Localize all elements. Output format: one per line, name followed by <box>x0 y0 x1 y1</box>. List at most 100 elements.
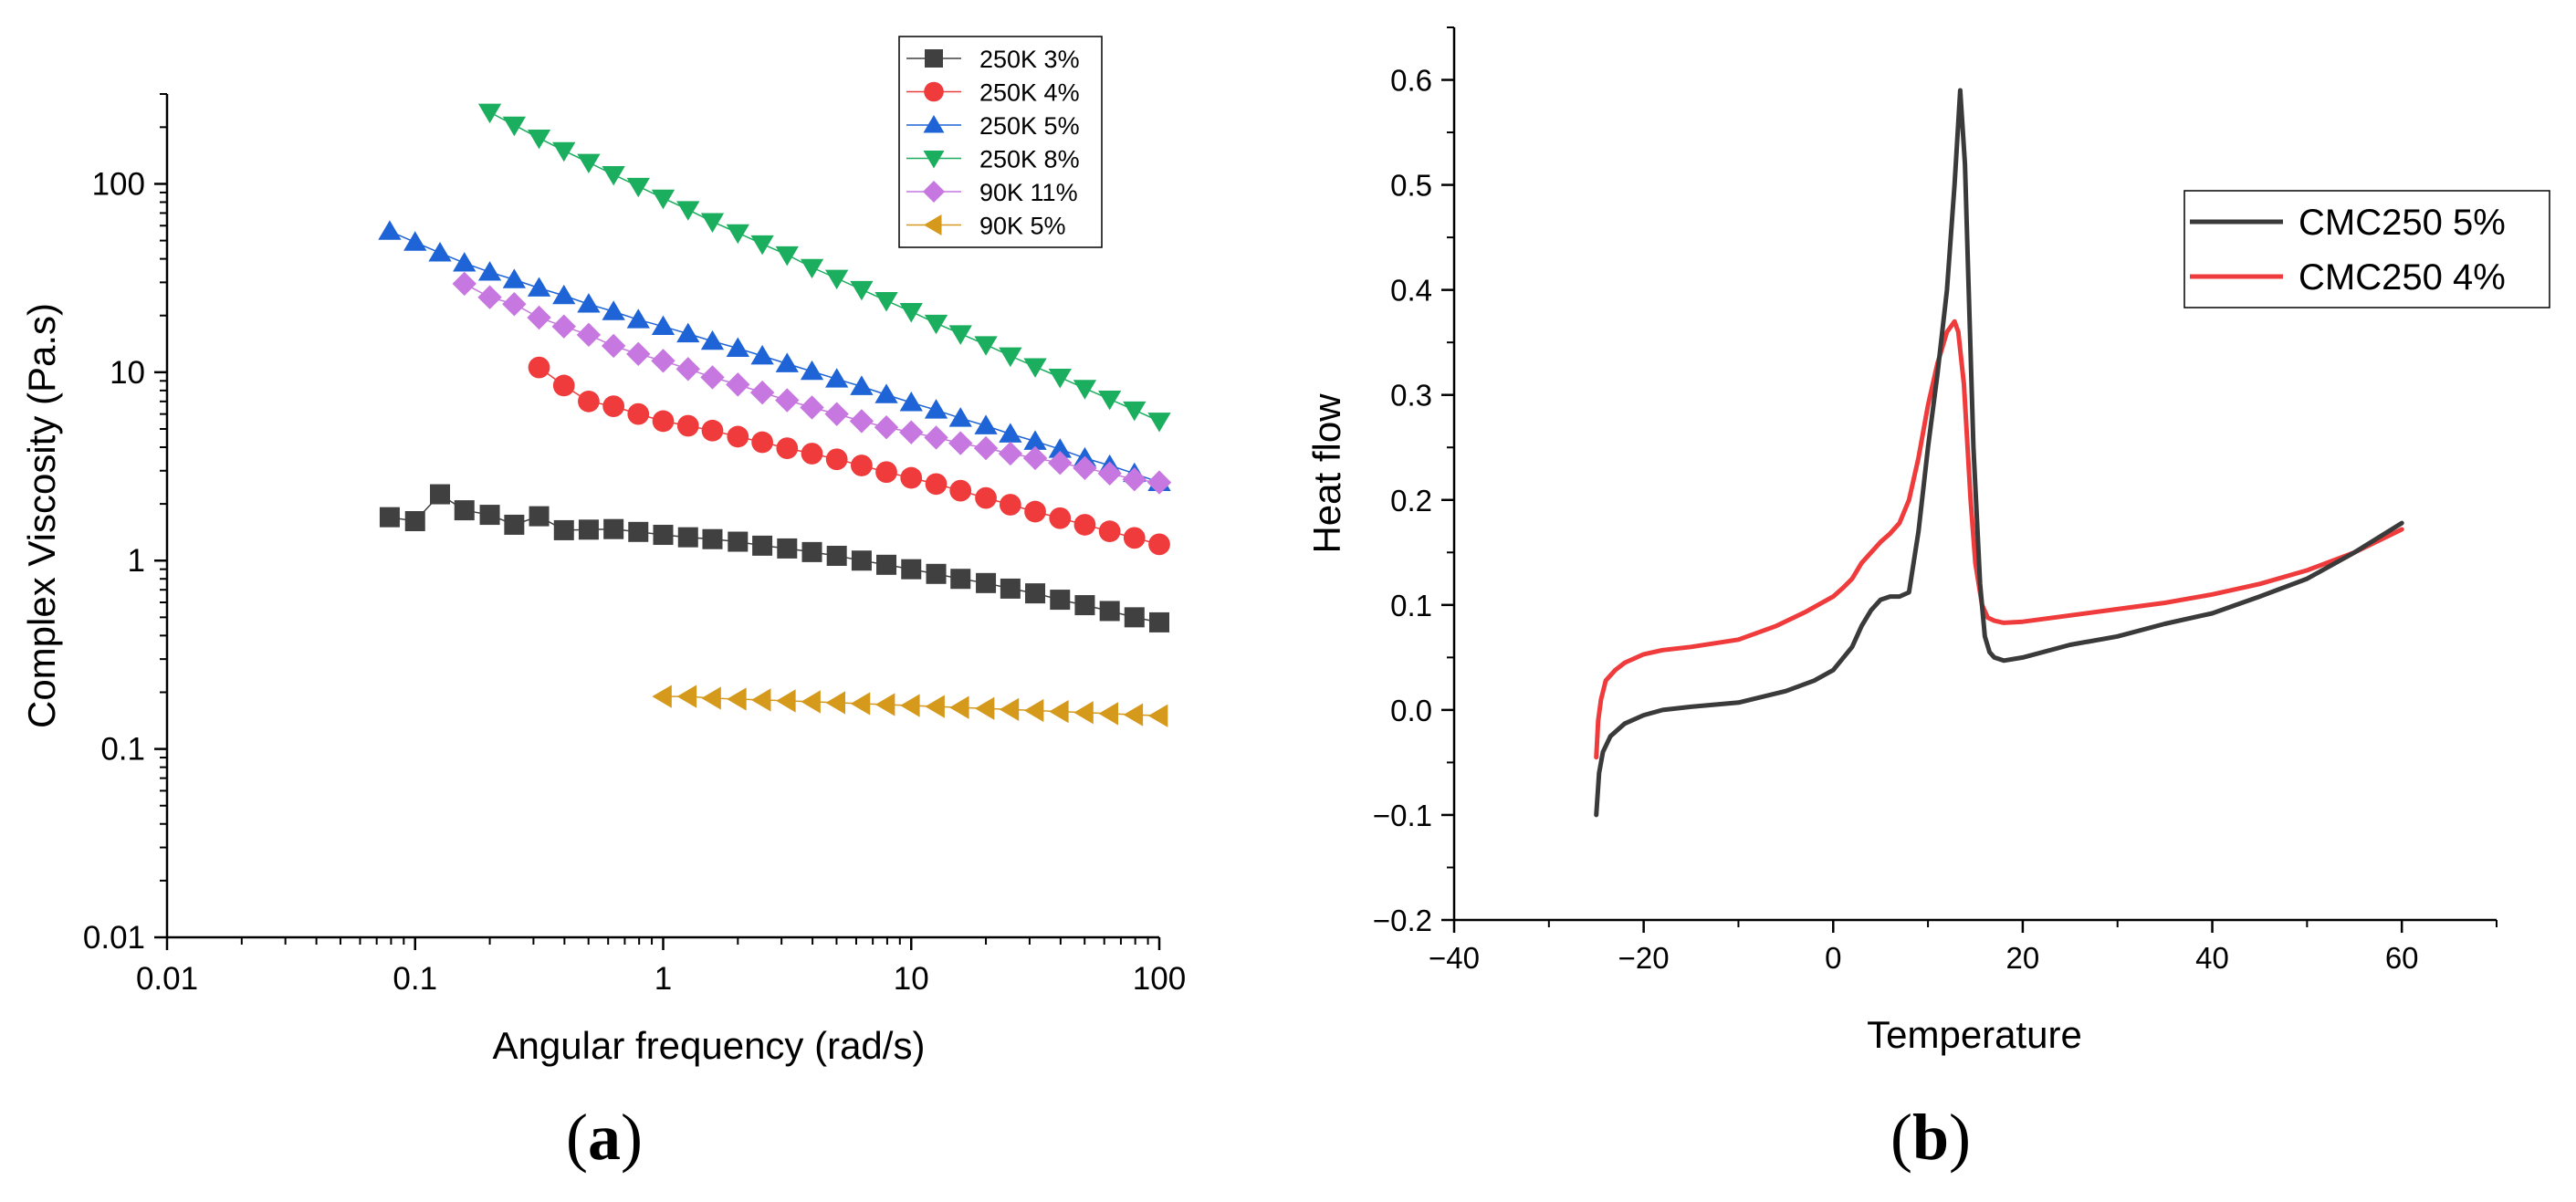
data-point-250k-3 <box>603 518 624 539</box>
data-point-250k-8 <box>676 201 700 221</box>
y-tick-label-100: 100 <box>92 166 145 202</box>
series-250k-4 <box>528 356 1170 556</box>
data-point-250k-3 <box>752 535 773 556</box>
data-point-250k-3 <box>379 507 400 528</box>
data-point-90k-5 <box>727 687 747 711</box>
data-point-90k-5 <box>801 690 821 714</box>
x-tick-label-0-01: 0.01 <box>136 961 198 997</box>
data-point-250k-5 <box>651 315 675 336</box>
data-point-250k-4 <box>528 356 550 379</box>
data-point-90k-11 <box>1022 445 1048 471</box>
data-point-90k-11 <box>452 271 476 297</box>
data-point-90k-11 <box>1147 470 1172 495</box>
series-line-cmc250-5 <box>1594 88 2404 818</box>
data-point-250k-4 <box>602 395 625 417</box>
y-tick-label-0-1: −0.1 <box>1373 799 1432 832</box>
data-point-250k-5 <box>800 360 824 381</box>
data-point-250k-4 <box>999 494 1021 516</box>
legend-b-label-cmc250-4: CMC250 4% <box>2299 257 2506 298</box>
legend-b-box <box>2183 190 2550 308</box>
data-point-250k-3 <box>454 500 475 521</box>
data-point-250k-4 <box>701 419 724 442</box>
y-tick-label-0-01: 0.01 <box>83 920 145 956</box>
data-point-90k-5 <box>776 689 796 713</box>
data-point-250k-3 <box>1000 578 1021 599</box>
data-point-250k-3 <box>553 519 574 540</box>
legend-a-marker-250k-3 <box>925 49 943 68</box>
data-point-250k-5 <box>428 242 452 262</box>
data-point-250k-8 <box>1098 390 1122 411</box>
data-point-250k-4 <box>1123 527 1146 549</box>
data-point-250k-5 <box>899 392 923 412</box>
data-point-250k-4 <box>578 390 600 413</box>
data-point-90k-11 <box>775 388 800 413</box>
data-point-90k-11 <box>948 431 973 455</box>
data-point-90k-5 <box>999 697 1020 722</box>
data-point-90k-11 <box>973 435 999 461</box>
data-point-250k-4 <box>552 374 575 397</box>
data-point-250k-8 <box>527 129 551 150</box>
data-point-90k-11 <box>551 314 576 339</box>
data-point-250k-3 <box>404 510 425 531</box>
y-tick-label-0-1: 0.1 <box>100 732 145 768</box>
data-point-90k-11 <box>651 349 675 373</box>
y-axis-title: Heat flow <box>1305 393 1348 554</box>
data-point-250k-8 <box>825 269 849 290</box>
data-point-250k-8 <box>1048 369 1072 389</box>
data-point-90k-11 <box>477 285 502 309</box>
data-point-250k-5 <box>1048 438 1072 458</box>
data-point-250k-3 <box>677 527 698 548</box>
data-point-250k-5 <box>626 308 650 329</box>
data-point-90k-11 <box>899 420 924 444</box>
data-point-250k-3 <box>777 538 798 559</box>
data-point-90k-5 <box>949 695 969 719</box>
data-point-250k-3 <box>728 531 749 552</box>
data-point-90k-11 <box>824 402 849 426</box>
data-point-90k-11 <box>749 380 775 405</box>
legend-a-marker-250k-5 <box>923 115 945 133</box>
series-line-250k-8 <box>489 111 1160 423</box>
data-point-90k-5 <box>1098 702 1119 726</box>
data-point-250k-5 <box>453 252 476 272</box>
data-point-250k-8 <box>1073 380 1097 400</box>
data-point-250k-5 <box>477 261 502 281</box>
x-tick-label-20: −20 <box>1618 941 1670 975</box>
data-point-90k-11 <box>700 365 725 390</box>
data-point-250k-5 <box>552 284 576 305</box>
data-point-90k-5 <box>1023 698 1044 723</box>
data-point-250k-5 <box>948 407 972 427</box>
series-250k-3 <box>379 484 1169 632</box>
y-tick-label-0-1: 0.1 <box>1390 589 1432 622</box>
data-point-250k-3 <box>826 546 847 567</box>
data-point-250k-5 <box>999 423 1022 443</box>
data-point-250k-3 <box>653 525 674 546</box>
data-point-90k-5 <box>925 695 945 718</box>
legend-a-marker-90k-5 <box>924 214 942 235</box>
series-line-cmc250-4 <box>1594 319 2404 760</box>
data-point-250k-3 <box>801 541 822 562</box>
data-point-250k-8 <box>974 336 998 356</box>
data-point-250k-8 <box>800 258 824 279</box>
data-point-250k-4 <box>801 443 823 465</box>
data-point-250k-3 <box>578 519 599 540</box>
data-point-90k-5 <box>825 691 846 715</box>
data-point-90k-5 <box>1073 701 1094 725</box>
series-250k-5 <box>378 220 1171 491</box>
data-point-250k-8 <box>899 303 923 323</box>
data-point-250k-5 <box>403 231 427 251</box>
x-axis-title: Temperature <box>1867 1013 2082 1056</box>
data-point-90k-11 <box>1073 455 1097 481</box>
data-point-250k-3 <box>1099 601 1120 622</box>
x-tick-label-100: 100 <box>1133 961 1186 997</box>
y-tick-label-10: 10 <box>110 355 145 391</box>
data-point-90k-11 <box>601 333 626 359</box>
legend-a-box <box>898 36 1103 248</box>
data-point-250k-8 <box>775 246 799 267</box>
data-point-90k-11 <box>874 415 899 440</box>
data-point-250k-5 <box>974 414 998 434</box>
series-90k-5 <box>652 685 1168 727</box>
data-point-90k-5 <box>1123 703 1144 726</box>
data-point-250k-3 <box>628 521 649 542</box>
series-250k-8 <box>477 103 1171 433</box>
